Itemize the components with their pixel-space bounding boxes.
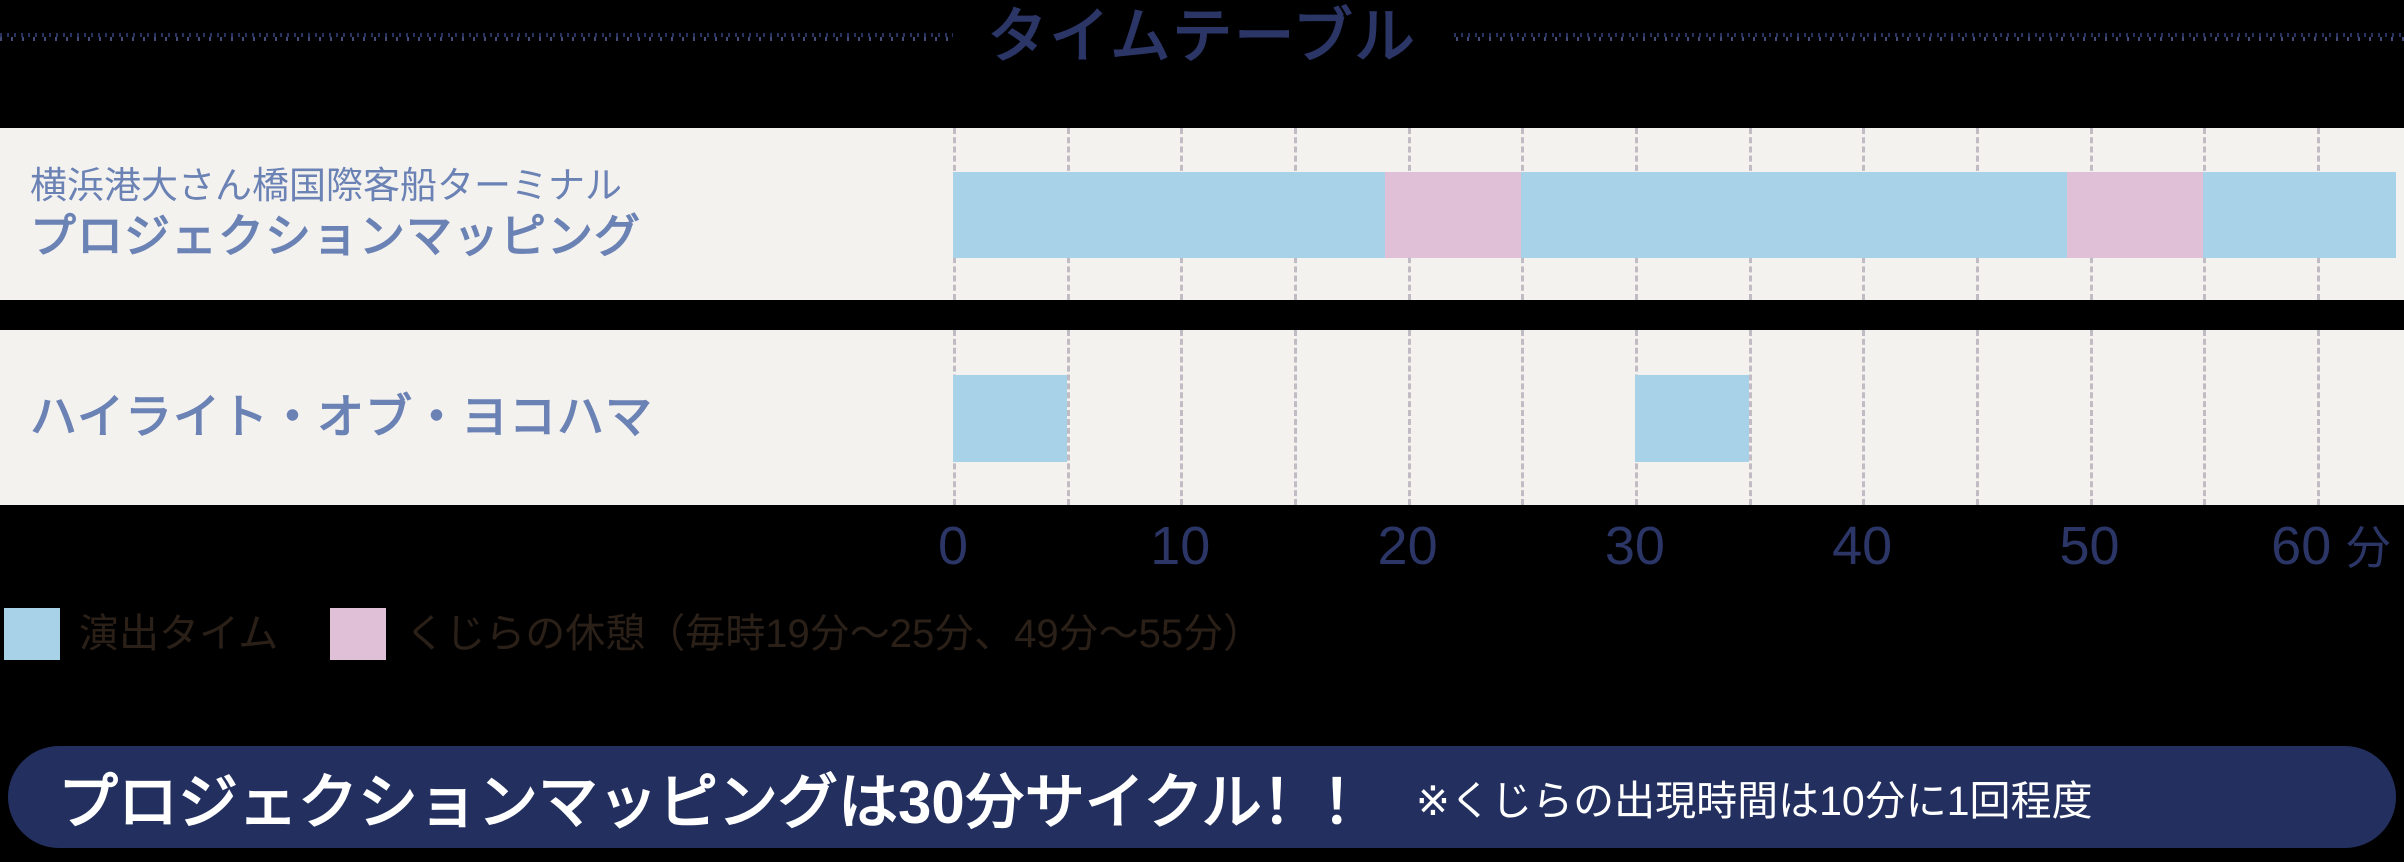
bar-show-time [953, 172, 1385, 258]
gridline [1975, 330, 1979, 505]
bar-show-time [953, 375, 1067, 462]
legend-swatch [4, 608, 60, 660]
bar-show-time [2203, 172, 2397, 258]
gridline [1521, 330, 1525, 505]
page-title: タイムテーブル [987, 3, 1417, 70]
bar-whale-break [1384, 172, 1522, 258]
decorative-rule-left [0, 24, 954, 50]
row-sublabel: 横浜港大さん橋国際客船ターミナル [30, 165, 622, 207]
banner-main-text: プロジェクションマッピングは30分サイクル！！ [58, 768, 1382, 836]
x-axis-tick-label: 10 [1150, 516, 1211, 576]
x-axis-unit-label: 分 [2345, 522, 2392, 574]
cycle-banner: プロジェクションマッピングは30分サイクル！！ ※くじらの出現時間は10分に1回… [8, 746, 2396, 848]
gridline [1066, 330, 1070, 505]
legend-swatch [330, 608, 387, 660]
legend-item: 演出タイム [4, 608, 278, 660]
legend: 演出タイム くじらの休憩（毎時19分〜25分、49分〜55分） [0, 592, 2404, 676]
legend-item: くじらの休憩（毎時19分〜25分、49分〜55分） [330, 608, 1263, 660]
gridline [1180, 330, 1184, 505]
row-mainlabel: プロジェクションマッピング [30, 209, 641, 262]
x-axis-tick-label: 50 [2059, 516, 2120, 576]
row-label-projection-mapping: 横浜港大さん橋国際客船ターミナル プロジェクションマッピング [30, 128, 641, 300]
decorative-rule-right [1450, 24, 2404, 50]
gridline [1293, 330, 1297, 505]
x-axis: 0 10 20 30 40 50 60 分 [0, 505, 2404, 590]
x-axis-tick-label: 0 [937, 516, 969, 576]
x-axis-tick-label: 20 [1377, 516, 1438, 576]
row-mainlabel: ハイライト・オブ・ヨコハマ [30, 390, 654, 444]
legend-label: くじらの休憩（毎時19分〜25分、49分〜55分） [405, 612, 1264, 656]
bar-show-time [1634, 375, 1749, 462]
legend-label: 演出タイム [79, 612, 279, 656]
bars-row-1 [0, 128, 2404, 300]
timetable-row: ハイライト・オブ・ヨコハマ [0, 330, 2404, 505]
x-axis-tick-label: 60 分 [2271, 516, 2392, 576]
x-axis-tick-label: 40 [1832, 516, 1893, 576]
gridline [2203, 330, 2207, 505]
gridline [2316, 330, 2320, 505]
title-band: タイムテーブル [0, 0, 2404, 74]
bar-show-time [1521, 172, 2067, 258]
gridline [1862, 330, 1866, 505]
gridline [2089, 330, 2093, 505]
banner-note-text: ※くじらの出現時間は10分に1回程度 [1415, 778, 2093, 824]
timetable-row: 横浜港大さん橋国際客船ターミナル プロジェクションマッピング [0, 128, 2404, 300]
gridline [1407, 330, 1411, 505]
bar-whale-break [2066, 172, 2204, 258]
row-label-highlight-of-yokohama: ハイライト・オブ・ヨコハマ [30, 330, 653, 505]
bars-row-2 [0, 330, 2404, 505]
gridline [1748, 330, 1752, 505]
x-axis-tick-label: 30 [1604, 516, 1665, 576]
